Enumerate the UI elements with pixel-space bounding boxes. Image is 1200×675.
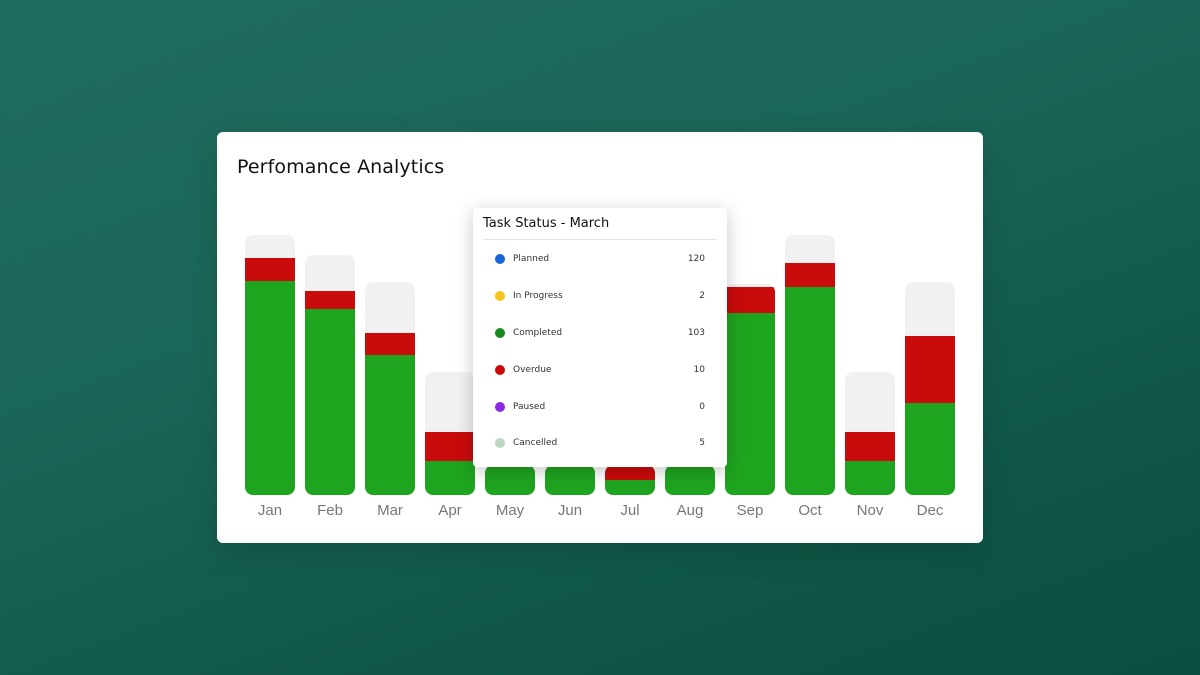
status-label: Paused bbox=[513, 402, 546, 412]
bar-jun[interactable] bbox=[545, 465, 595, 495]
bar-jan[interactable] bbox=[245, 235, 295, 495]
status-row-planned: Planned 120 bbox=[495, 251, 705, 267]
status-label: Cancelled bbox=[513, 438, 558, 448]
stacked-bar-chart: Jan Feb Mar Apr May Jun Jul Aug Sep Oct Nov Dec bbox=[217, 132, 983, 543]
planned-dot-icon bbox=[495, 254, 505, 264]
status-row-in-progress: In Progress 2 bbox=[495, 288, 705, 304]
overdue-segment bbox=[845, 432, 895, 461]
completed-segment bbox=[545, 467, 595, 495]
status-row-cancelled: Cancelled 5 bbox=[495, 435, 705, 451]
overdue-segment bbox=[305, 291, 355, 309]
status-value: 0 bbox=[699, 402, 705, 412]
overdue-segment bbox=[605, 465, 655, 480]
status-value: 2 bbox=[699, 291, 705, 301]
x-axis-label: Nov bbox=[856, 502, 884, 519]
completed-dot-icon bbox=[495, 328, 505, 338]
bar-may[interactable] bbox=[485, 465, 535, 495]
task-status-tooltip: Task Status - March Planned 120 In Progr… bbox=[473, 208, 727, 467]
completed-segment bbox=[245, 281, 295, 495]
analytics-card: Perfomance Analytics Jan Feb Mar Apr May Jun J… bbox=[217, 132, 983, 543]
overdue-segment bbox=[785, 263, 835, 287]
completed-segment bbox=[485, 465, 535, 495]
cancelled-dot-icon bbox=[495, 438, 505, 448]
completed-segment bbox=[365, 355, 415, 495]
status-row-completed: Completed 103 bbox=[495, 325, 705, 341]
bar-dec[interactable] bbox=[905, 282, 955, 495]
x-axis-label: Jul bbox=[620, 502, 640, 519]
overdue-segment bbox=[905, 336, 955, 403]
completed-segment bbox=[725, 313, 775, 495]
x-axis-label: Mar bbox=[377, 502, 403, 519]
x-axis-label: Jan bbox=[257, 502, 283, 519]
bar-nov[interactable] bbox=[845, 372, 895, 495]
bar-sep[interactable] bbox=[725, 284, 775, 495]
overdue-segment bbox=[425, 432, 475, 461]
bar-oct[interactable] bbox=[785, 235, 835, 495]
x-axis-label: Apr bbox=[438, 502, 462, 519]
overdue-segment bbox=[725, 287, 775, 313]
status-label: Overdue bbox=[513, 365, 552, 375]
bar-feb[interactable] bbox=[305, 255, 355, 495]
status-label: Completed bbox=[513, 328, 563, 338]
x-axis-label: May bbox=[495, 502, 525, 519]
status-value: 103 bbox=[687, 328, 705, 338]
overdue-segment bbox=[245, 258, 295, 281]
tooltip-title: Task Status - March bbox=[483, 216, 610, 231]
completed-segment bbox=[665, 465, 715, 495]
paused-dot-icon bbox=[495, 402, 505, 412]
bar-aug[interactable] bbox=[665, 465, 715, 495]
x-axis-label: Aug bbox=[676, 502, 704, 519]
status-label: In Progress bbox=[513, 291, 563, 301]
completed-segment bbox=[785, 287, 835, 495]
x-axis-label: Sep bbox=[736, 502, 764, 519]
in-progress-dot-icon bbox=[495, 291, 505, 301]
completed-segment bbox=[305, 309, 355, 495]
x-axis-label: Jun bbox=[557, 502, 583, 519]
status-label: Planned bbox=[513, 254, 550, 264]
bar-mar[interactable] bbox=[365, 282, 415, 495]
bar-apr[interactable] bbox=[425, 372, 475, 495]
completed-segment bbox=[425, 461, 475, 495]
status-row-overdue: Overdue 10 bbox=[495, 362, 705, 378]
completed-segment bbox=[905, 403, 955, 495]
status-value: 120 bbox=[687, 254, 705, 264]
x-axis-label: Dec bbox=[916, 502, 944, 519]
status-row-paused: Paused 0 bbox=[495, 399, 705, 415]
completed-segment bbox=[845, 461, 895, 495]
x-axis-label: Feb bbox=[317, 502, 343, 519]
status-value: 5 bbox=[699, 438, 705, 448]
card-title: Perfomance Analytics bbox=[237, 156, 445, 178]
status-value: 10 bbox=[693, 365, 705, 375]
x-axis-label: Oct bbox=[798, 502, 822, 519]
completed-segment bbox=[605, 480, 655, 495]
overdue-segment bbox=[365, 333, 415, 355]
tooltip-divider bbox=[483, 239, 717, 240]
overdue-dot-icon bbox=[495, 365, 505, 375]
bar-jul[interactable] bbox=[605, 465, 655, 495]
